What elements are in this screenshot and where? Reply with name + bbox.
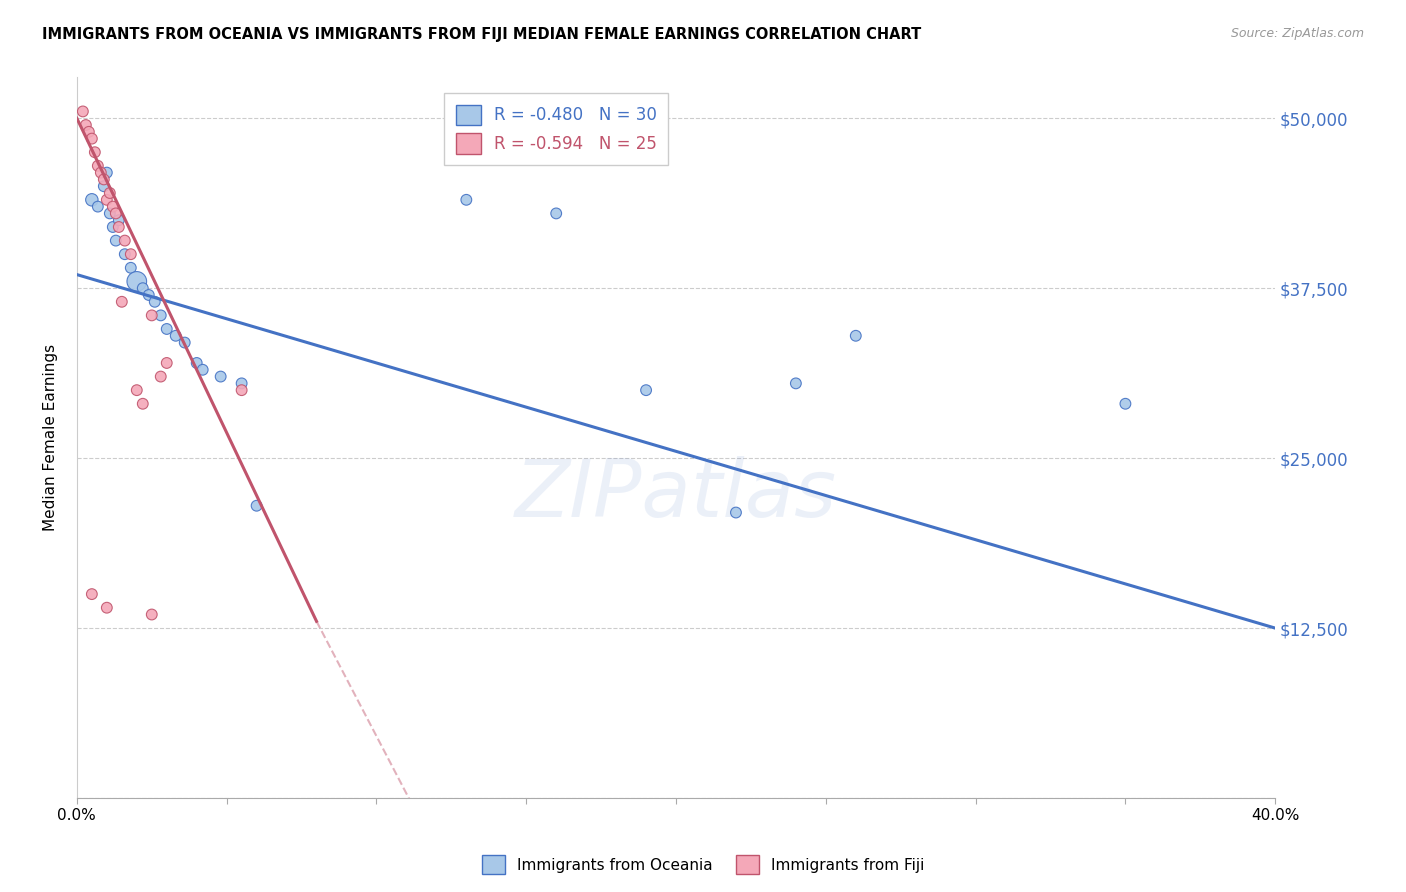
Point (98, 186, 121, 200)
Point (96, 193, 118, 207)
Point (90, 166, 112, 180)
Point (114, 247, 136, 261)
Point (1114, 397, 1136, 411)
Point (785, 376, 807, 391)
Point (93, 179, 115, 194)
Point (104, 234, 127, 248)
Point (724, 506, 747, 520)
Point (83, 145, 105, 160)
Legend: R = -0.480   N = 30, R = -0.594   N = 25: R = -0.480 N = 30, R = -0.594 N = 25 (444, 93, 668, 165)
Text: IMMIGRANTS FROM OCEANIA VS IMMIGRANTS FROM FIJI MEDIAN FEMALE EARNINGS CORRELATI: IMMIGRANTS FROM OCEANIA VS IMMIGRANTS FR… (42, 27, 921, 42)
Point (141, 309, 163, 323)
Point (80, 131, 103, 145)
Point (246, 499, 269, 513)
Point (87, 159, 110, 173)
Point (149, 369, 172, 384)
Text: ZIPatlas: ZIPatlas (515, 457, 837, 534)
Point (143, 294, 166, 309)
Point (456, 193, 478, 207)
Point (138, 288, 160, 302)
Point (114, 234, 136, 248)
Point (108, 219, 131, 234)
Point (101, 200, 124, 214)
Point (173, 335, 195, 350)
Point (120, 260, 142, 275)
Point (77, 125, 100, 139)
Point (132, 397, 155, 411)
Point (141, 607, 163, 622)
Point (120, 247, 142, 261)
Point (636, 383, 658, 397)
Point (87, 200, 110, 214)
Point (845, 328, 868, 343)
Point (546, 206, 568, 220)
Point (209, 369, 232, 384)
Point (156, 322, 179, 336)
Point (231, 376, 253, 391)
Point (96, 600, 118, 615)
Legend: Immigrants from Oceania, Immigrants from Fiji: Immigrants from Oceania, Immigrants from… (475, 849, 931, 880)
Point (108, 213, 131, 227)
Point (101, 219, 124, 234)
Point (96, 166, 118, 180)
Point (75, 118, 97, 132)
Point (104, 206, 127, 220)
Point (80, 193, 103, 207)
Point (186, 356, 208, 370)
Point (93, 172, 115, 186)
Point (125, 274, 148, 288)
Point (111, 294, 134, 309)
Text: Source: ZipAtlas.com: Source: ZipAtlas.com (1230, 27, 1364, 40)
Point (165, 328, 187, 343)
Point (149, 309, 172, 323)
Y-axis label: Median Female Earnings: Median Female Earnings (44, 344, 58, 532)
Point (125, 383, 148, 397)
Point (98, 206, 121, 220)
Point (191, 363, 214, 377)
Point (156, 356, 179, 370)
Point (72, 104, 94, 119)
Point (132, 281, 155, 295)
Point (80, 587, 103, 601)
Point (231, 383, 253, 397)
